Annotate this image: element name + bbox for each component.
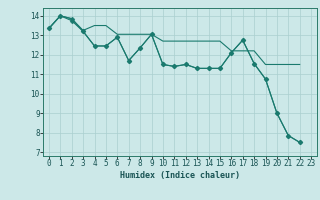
X-axis label: Humidex (Indice chaleur): Humidex (Indice chaleur) bbox=[120, 171, 240, 180]
